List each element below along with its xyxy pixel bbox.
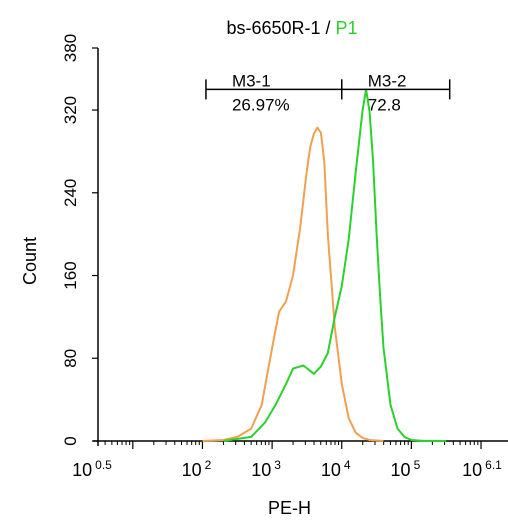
y-tick-label: 160: [61, 261, 80, 289]
plot-axes: 0 80 160 240 320 380 10 0.5 10 2 10 3 10 4 10 5 10 6.1: [61, 34, 508, 480]
series-control-line: [202, 126, 384, 442]
marker-m32-percent: 72.8: [368, 95, 401, 114]
chart-title-gate: P1: [335, 18, 358, 38]
y-tick-label: 380: [61, 34, 80, 62]
marker-m31-label: M3-1: [232, 71, 271, 90]
y-tick-label: 0: [61, 436, 80, 445]
x-tick-label: 10 6.1: [462, 458, 502, 480]
chart-title: bs-6650R-1: [226, 18, 321, 38]
x-tick-label: 10 2: [182, 458, 212, 480]
x-tick-label: 10 4: [321, 458, 351, 480]
chart-title-block: bs-6650R-1 / P1: [0, 18, 508, 39]
x-tick-label: 10 0.5: [72, 458, 112, 480]
marker-m31-percent: 26.97%: [232, 95, 290, 114]
series-layer: [202, 88, 447, 442]
x-axis-label: PE-H: [268, 498, 312, 518]
y-axis-label: Count: [20, 236, 40, 285]
y-tick-label: 80: [61, 349, 80, 368]
series-sample-line: [223, 88, 447, 442]
marker-layer: M3-1 26.97% M3-2 72.8: [205, 71, 451, 114]
x-tick-label: 10 3: [251, 458, 281, 480]
chart-title-separator: /: [320, 18, 336, 38]
y-tick-label: 320: [61, 96, 80, 124]
x-tick-label: 10 5: [391, 458, 421, 480]
marker-m32-label: M3-2: [368, 71, 407, 90]
y-tick-label: 240: [61, 179, 80, 207]
